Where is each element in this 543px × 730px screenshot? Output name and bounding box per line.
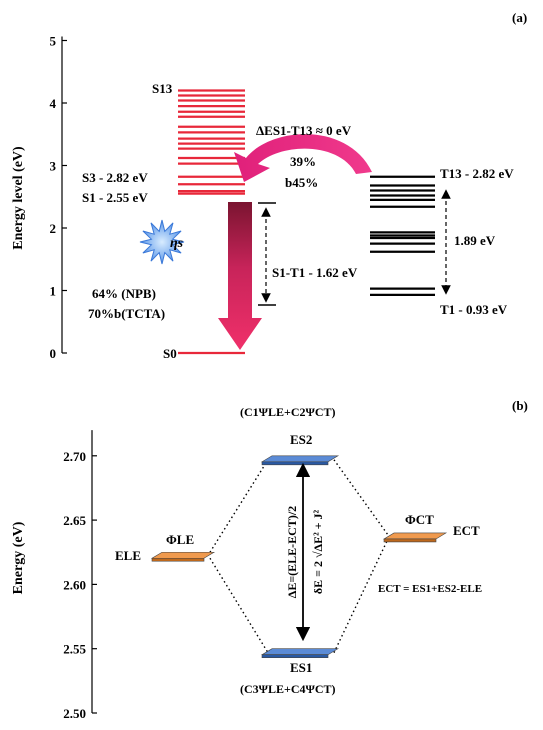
panel-b-levels [150, 455, 448, 659]
mixing-dotted-line [333, 538, 389, 654]
t1-label: T1 - 0.93 eV [440, 302, 508, 317]
es2-label: ES2 [290, 432, 312, 447]
t13-label: T13 - 2.82 eV [440, 166, 514, 181]
ect-level-edge [383, 538, 437, 543]
panel-a-y-axis-label: Energy level (eV) [11, 146, 26, 250]
s1-label: S1 - 2.55 eV [82, 190, 148, 205]
panel-a-y-tick-label: 0 [50, 346, 57, 361]
efficiency-npb-label: 64% (NPB) [92, 286, 156, 301]
s1-t1-gap-label: S1-T1 - 1.62 eV [272, 265, 358, 280]
star-burst-icon [139, 219, 185, 265]
bottom-combination-label: (C3ΨLE+C4ΨCT) [240, 682, 336, 696]
split-formula: δE = 2 √ΔE² + J² [311, 509, 325, 594]
ele-label: ELE [115, 548, 141, 563]
panel-b-y-tick-label: 2.65 [63, 513, 86, 528]
ect-equation: ECT = ES1+ES2-ELE [378, 583, 482, 595]
mixing-dotted-line [333, 459, 389, 536]
es1-level-top [260, 648, 340, 656]
fluorescence-arrow [218, 202, 262, 350]
panel-a-label: (a) [512, 10, 527, 25]
ect-label: ECT [453, 523, 480, 538]
panel-b-y-axis-label: Energy (eV) [11, 521, 26, 594]
panel-a-y-tick-label: 2 [50, 221, 57, 236]
phi-le-label: ΦLE [166, 532, 194, 547]
eta-label: ηs [170, 236, 184, 251]
ele-level-top [150, 551, 216, 559]
es2-level-edge [261, 461, 329, 466]
mixing-dotted-line [209, 459, 269, 553]
top-combination-label: (C1ΨLE+C2ΨCT) [240, 405, 336, 419]
delta-e-formula: ΔE=(ELE-ECT)/2 [285, 506, 299, 598]
panel-a-y-tick-label: 3 [50, 159, 57, 174]
s0-label: S0 [163, 346, 177, 361]
phi-ct-label: ΦCT [405, 512, 434, 527]
ele-level-edge [151, 557, 205, 562]
es1-level-edge [261, 654, 329, 659]
singlet-levels [178, 89, 245, 355]
panel-a-y-tick-label: 4 [50, 96, 57, 111]
es1-level [260, 648, 340, 659]
panel-b: (b) 2.50 2.55 2.60 2.65 2.70 Energy (eV) ΔE=… [11, 398, 528, 721]
ele-level [150, 551, 216, 562]
rise-percent-tcta-label: b45% [285, 175, 318, 190]
es2-level-top [260, 455, 340, 463]
efficiency-tcta-label: 70%b(TCTA) [88, 306, 165, 321]
delta-e-label: ΔES1-T13 ≈ 0 eV [256, 123, 352, 138]
panel-b-label: (b) [512, 398, 528, 413]
panel-b-y-tick-label: 2.70 [63, 449, 86, 464]
ect-level-top [382, 532, 448, 540]
s13-label: S13 [152, 81, 173, 96]
panel-b-y-tick-label: 2.50 [63, 706, 86, 721]
panel-b-y-axis: 2.50 2.55 2.60 2.65 2.70 [63, 430, 97, 721]
triplet-levels [370, 175, 435, 296]
rise-percent-label: 39% [290, 154, 316, 169]
panel-b-y-tick-label: 2.60 [63, 577, 86, 592]
ect-level [382, 532, 448, 543]
panel-b-y-tick-label: 2.55 [63, 642, 86, 657]
panel-a: (a) 0 1 2 3 4 5 Energy level (eV) ηs S13 S3 -… [11, 10, 527, 361]
es2-level [260, 455, 340, 466]
panel-a-y-tick-label: 5 [50, 34, 57, 49]
panel-a-y-tick-label: 1 [50, 284, 57, 299]
t-gap-label: 1.89 eV [454, 233, 496, 248]
es1-label: ES1 [290, 660, 312, 675]
risc-curved-arrow [234, 134, 372, 182]
mixing-dotted-lines [209, 459, 389, 654]
s3-label: S3 - 2.82 eV [82, 170, 148, 185]
panel-a-y-axis: 0 1 2 3 4 5 [50, 34, 67, 361]
mixing-dotted-line [209, 557, 269, 654]
